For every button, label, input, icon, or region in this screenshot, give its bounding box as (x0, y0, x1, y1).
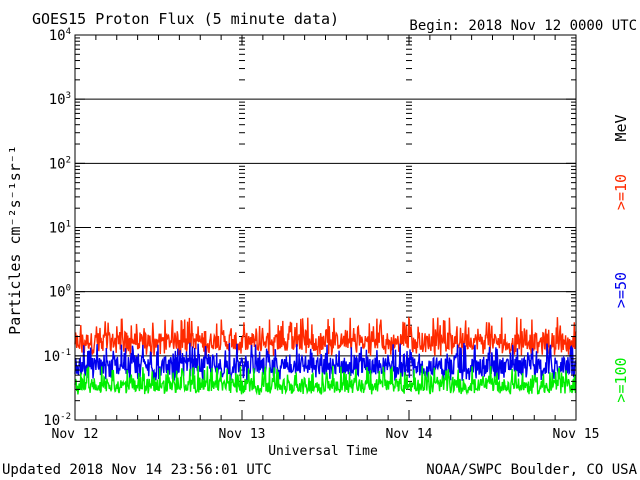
y-tick-label: 101 (49, 220, 71, 237)
x-tick-label: Nov 13 (219, 427, 266, 442)
legend-series-10: >=10 (612, 174, 630, 210)
legend-series-100: >=100 (612, 357, 630, 402)
legend-series-100-text: >=100 (612, 357, 630, 402)
x-tick-label: Nov 15 (553, 427, 600, 442)
series-line-0 (74, 316, 577, 356)
x-axis-label: Universal Time (268, 444, 378, 459)
y-axis-label-text: Particles cm⁻²s⁻¹sr⁻¹ (6, 145, 24, 335)
begin-time: Begin: 2018 Nov 12 0000 UTC (409, 18, 637, 34)
y-axis-label: Particles cm⁻²s⁻¹sr⁻¹ (6, 145, 24, 335)
unit-label: MeV (612, 114, 630, 141)
legend-series-50: >=50 (612, 272, 630, 308)
y-tick-label: 10-2 (43, 412, 71, 429)
updated-timestamp: Updated 2018 Nov 14 23:56:01 UTC (2, 462, 272, 478)
plot-area: 10-2 10-1 100 101 102 103 104 Nov 12 Nov 13 Nov 1… (43, 27, 599, 442)
y-tick-label: 10-1 (43, 348, 71, 365)
series-line-2 (74, 365, 577, 396)
y-tick-label: 102 (49, 155, 71, 172)
x-tick-label: Nov 12 (52, 427, 99, 442)
unit-label-text: MeV (612, 114, 630, 141)
y-tick-label: 100 (49, 284, 71, 301)
chart-title: GOES15 Proton Flux (5 minute data) (32, 10, 339, 28)
y-tick-label: 103 (49, 91, 71, 108)
y-tick-label: 104 (49, 27, 71, 44)
legend-series-10-text: >=10 (612, 174, 630, 210)
x-tick-label: Nov 14 (386, 427, 433, 442)
credit-text: NOAA/SWPC Boulder, CO USA (426, 462, 637, 478)
series-line-1 (74, 342, 577, 381)
legend-series-50-text: >=50 (612, 272, 630, 308)
